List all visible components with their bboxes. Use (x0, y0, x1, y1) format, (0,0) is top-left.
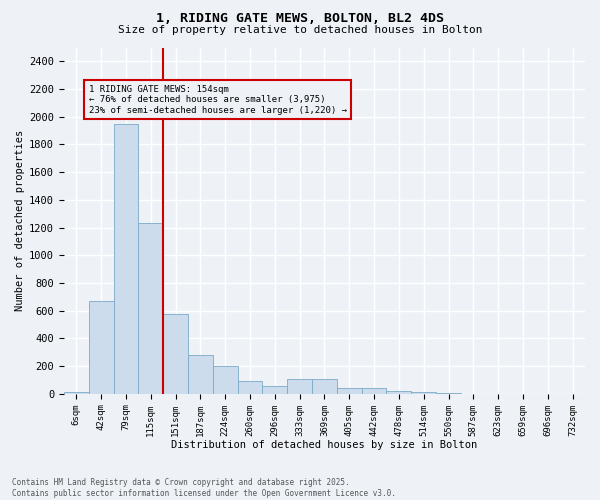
Bar (287, 378, 312, 394)
Bar (312, 378, 337, 394)
Text: Size of property relative to detached houses in Bolton: Size of property relative to detached ho… (118, 25, 482, 35)
Text: 1, RIDING GATE MEWS, BOLTON, BL2 4DS: 1, RIDING GATE MEWS, BOLTON, BL2 4DS (156, 12, 444, 26)
Text: Contains HM Land Registry data © Crown copyright and database right 2025.
Contai: Contains HM Land Registry data © Crown c… (12, 478, 396, 498)
Text: 1 RIDING GATE MEWS: 154sqm
← 76% of detached houses are smaller (3,975)
23% of s: 1 RIDING GATE MEWS: 154sqm ← 76% of deta… (89, 85, 347, 114)
Bar (262, 386, 287, 394)
Bar (238, 382, 262, 394)
Bar (386, 391, 411, 394)
Title: 1, RIDING GATE MEWS, BOLTON, BL2 4DS
Size of property relative to detached house: 1, RIDING GATE MEWS, BOLTON, BL2 4DS Siz… (0, 499, 1, 500)
Bar (362, 388, 386, 394)
Bar (188, 355, 213, 394)
Y-axis label: Number of detached properties: Number of detached properties (15, 130, 25, 312)
Bar (337, 388, 362, 394)
X-axis label: Distribution of detached houses by size in Bolton: Distribution of detached houses by size … (172, 440, 478, 450)
Bar (163, 314, 188, 394)
Bar (89, 301, 113, 394)
Bar (64, 392, 89, 394)
Bar (411, 392, 436, 394)
Bar (139, 224, 163, 394)
Bar (213, 366, 238, 394)
Bar (113, 124, 139, 394)
